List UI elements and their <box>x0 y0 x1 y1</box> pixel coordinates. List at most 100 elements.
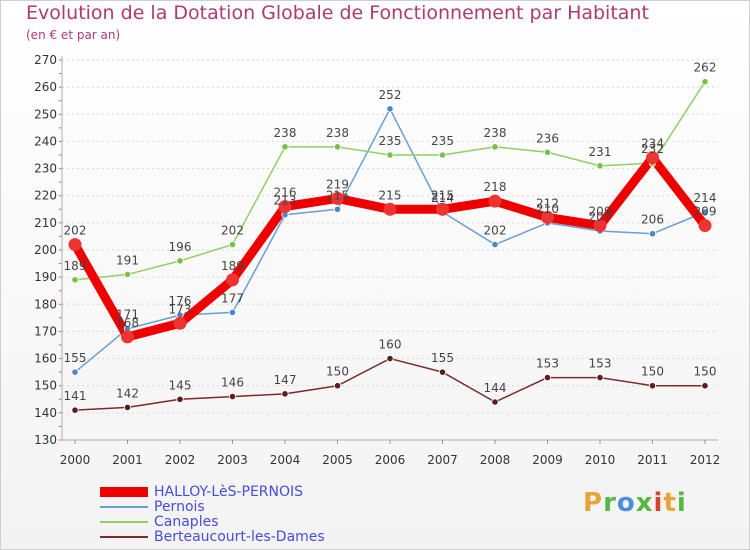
series-points <box>68 78 712 414</box>
legend-swatch-berteaucourt <box>100 536 148 538</box>
data-point <box>438 368 447 376</box>
data-point <box>596 162 604 170</box>
data-label: 160 <box>379 338 402 352</box>
data-label: 212 <box>536 196 559 210</box>
data-label: 262 <box>694 61 717 75</box>
y-tick-label: 140 <box>34 406 57 420</box>
legend-swatch-pernois <box>100 506 148 508</box>
data-point <box>386 151 394 159</box>
x-tick-label: 2000 <box>60 453 91 467</box>
data-label: 155 <box>64 351 87 365</box>
logo-letter: t <box>663 488 677 518</box>
data-label: 168 <box>116 316 139 330</box>
data-point <box>386 354 394 363</box>
logo-letter: o <box>616 488 636 518</box>
data-label: 177 <box>221 291 244 305</box>
data-label: 209 <box>589 205 612 219</box>
data-point <box>121 330 134 344</box>
data-point <box>71 276 79 284</box>
proxiti-logo: Proxiti <box>583 488 687 518</box>
data-point <box>698 219 712 233</box>
data-label: 238 <box>274 126 297 140</box>
data-point <box>701 208 709 216</box>
legend-swatch-halloy <box>100 487 148 497</box>
x-tick-label: 2004 <box>270 453 301 467</box>
data-label: 236 <box>536 131 559 145</box>
logo-letter: i <box>653 488 664 518</box>
data-point <box>543 373 552 382</box>
x-tick-label: 2007 <box>427 453 458 467</box>
data-point <box>543 148 552 156</box>
data-point <box>123 403 132 412</box>
data-label: 215 <box>431 188 454 202</box>
data-point <box>491 143 499 151</box>
x-tick-label: 2011 <box>637 453 668 467</box>
data-label: 234 <box>641 137 664 151</box>
axes: 130 140 150 160 170 180 190 200 210 220 230 240 250 2… <box>34 53 720 467</box>
data-label: 176 <box>169 294 192 308</box>
x-tick-label: 2008 <box>480 453 511 467</box>
data-label: 147 <box>274 373 297 387</box>
data-label: 213 <box>274 194 297 208</box>
y-tick-label: 210 <box>34 216 57 230</box>
data-point <box>701 382 709 390</box>
data-label: 215 <box>326 188 349 202</box>
legend-label-halloy: HALLOY-LèS-PERNOIS <box>154 484 304 500</box>
x-tick-label: 2003 <box>217 453 248 467</box>
x-tick-label: 2006 <box>375 453 406 467</box>
data-point <box>383 202 397 216</box>
data-point <box>701 78 709 86</box>
data-label: 150 <box>326 365 349 379</box>
data-label: 189 <box>221 259 244 273</box>
data-point <box>386 105 394 113</box>
data-label: 150 <box>694 365 717 379</box>
data-point <box>491 398 499 406</box>
data-point <box>278 200 292 214</box>
data-label: 141 <box>64 389 87 403</box>
data-point <box>436 202 449 216</box>
data-label: 238 <box>326 126 349 140</box>
legend-label-canaples: Canaples <box>154 514 219 530</box>
y-tick-label: 160 <box>34 352 57 366</box>
data-label: 210 <box>536 202 559 216</box>
y-tick-label: 230 <box>34 162 57 176</box>
data-point <box>71 368 79 376</box>
x-tick-label: 2010 <box>585 453 616 467</box>
data-point <box>491 240 499 249</box>
y-tick-label: 200 <box>34 243 57 257</box>
data-point <box>281 143 289 151</box>
x-tick-label: 2005 <box>322 453 353 467</box>
data-label: 209 <box>694 205 717 219</box>
data-point <box>646 151 659 165</box>
logo-letter: i <box>676 488 687 518</box>
data-point <box>333 143 342 151</box>
data-point <box>331 191 344 205</box>
y-tick-label: 190 <box>34 270 57 284</box>
y-tick-label: 180 <box>34 297 57 311</box>
data-labels: 189 191 196 202 238 238 235 235 238 236 231 232 262 1… <box>64 61 717 403</box>
data-point <box>593 219 607 233</box>
data-label: 214 <box>431 191 454 205</box>
y-tick-label: 220 <box>34 189 57 203</box>
data-label: 144 <box>484 381 507 395</box>
legend-swatch-canaples <box>100 521 148 523</box>
data-point <box>438 151 447 159</box>
logo-letter: x <box>635 488 654 518</box>
data-label: 207 <box>589 210 612 224</box>
data-label: 235 <box>431 134 454 148</box>
data-point <box>226 273 239 287</box>
data-label: 202 <box>64 224 87 238</box>
data-point <box>333 205 342 213</box>
data-label: 215 <box>379 188 402 202</box>
y-tick-label: 260 <box>34 80 57 94</box>
x-tick-label: 2009 <box>532 453 563 467</box>
data-label: 231 <box>589 145 612 159</box>
y-tick-label: 240 <box>34 134 57 148</box>
data-label: 218 <box>484 180 507 194</box>
data-point <box>176 395 184 403</box>
data-label: 252 <box>379 88 402 102</box>
data-label: 214 <box>694 191 717 205</box>
data-point <box>176 257 184 265</box>
data-point <box>541 210 554 224</box>
